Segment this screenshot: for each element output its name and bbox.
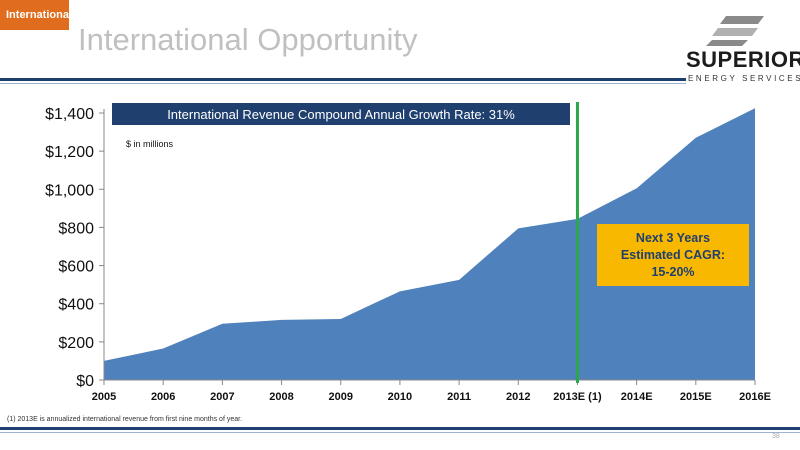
y-tick-label: $1,200 (45, 144, 94, 161)
x-tick-label: 2012 (506, 391, 530, 403)
x-tick-label: 2006 (151, 391, 175, 403)
chart-title-banner: International Revenue Compound Annual Gr… (112, 103, 570, 125)
logo-name: SUPERIOR (686, 47, 800, 72)
x-tick-label: 2009 (328, 391, 352, 403)
footnote: (1) 2013E is annualized international re… (7, 416, 243, 423)
y-tick-label: $400 (58, 297, 94, 314)
section-tag: International (0, 0, 72, 30)
y-tick-label: $200 (58, 335, 94, 352)
y-tick-label: $600 (58, 259, 94, 276)
page-number: 38 (772, 433, 780, 440)
footer-rule (0, 427, 800, 430)
callout-line-2: Estimated CAGR: (620, 247, 726, 262)
superior-s-logo-icon (706, 16, 764, 46)
y-tick-label: $800 (58, 220, 94, 237)
y-tick-label: $1,000 (45, 182, 94, 199)
logo-subtitle: ENERGY SERVICES (688, 74, 800, 83)
x-tick-label: 2016E (739, 391, 771, 403)
revenue-area-series (104, 108, 755, 380)
x-tick-label: 2013E (1) (553, 391, 602, 403)
x-tick-label: 2008 (269, 391, 293, 403)
x-tick-label: 2010 (388, 391, 412, 403)
callout-line-3: 15-20% (651, 264, 695, 279)
x-tick-label: 2007 (210, 391, 234, 403)
x-tick-label: 2011 (447, 391, 471, 403)
footer-rule-thin (0, 432, 800, 433)
x-tick-label: 2014E (621, 391, 653, 403)
y-tick-label: $0 (76, 373, 94, 390)
callout-line-1: Next 3 Years (635, 230, 711, 245)
header-rule-thin (0, 83, 686, 84)
y-tick-label: $1,400 (45, 106, 94, 123)
slide-title: International Opportunity (78, 22, 418, 57)
x-tick-label: 2015E (680, 391, 712, 403)
x-tick-label: 2005 (92, 391, 116, 403)
units-label: $ in millions (126, 139, 174, 149)
cagr-callout: Next 3 Years Estimated CAGR: 15-20% (597, 224, 749, 286)
header-rule (0, 78, 686, 81)
